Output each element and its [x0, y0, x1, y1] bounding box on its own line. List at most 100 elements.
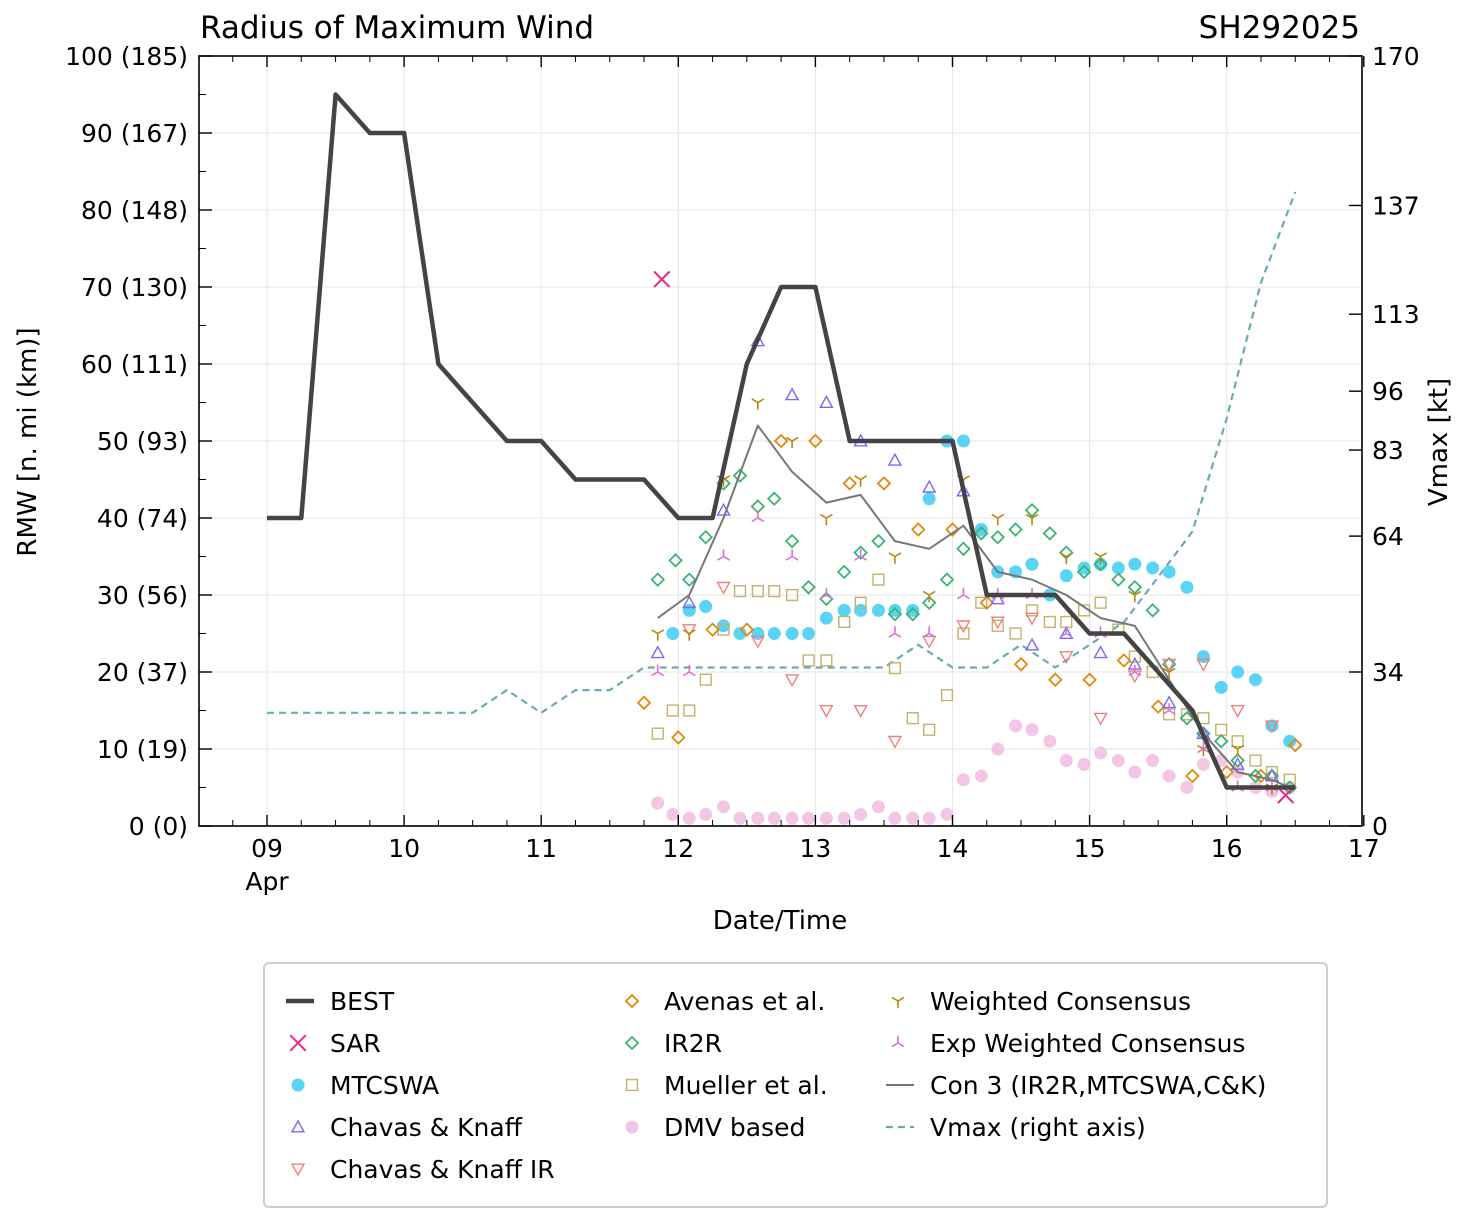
mtcswa-point [785, 627, 799, 640]
y-tick-label: 60 (111) [81, 350, 188, 379]
mtcswa-point [733, 627, 747, 640]
ir2r-point [1179, 710, 1195, 726]
mueller-et-al-point [785, 588, 799, 602]
x-tick-label: 11 [525, 834, 557, 863]
mtcswa-point [888, 603, 902, 617]
chavas-knaff-point [1059, 626, 1074, 639]
dmv-based-point [888, 811, 902, 825]
avenas-et-al-point [876, 476, 892, 491]
mueller-et-al-point [820, 654, 833, 667]
mueller-et-al-point [1215, 723, 1228, 736]
weighted-consensus-point [651, 629, 665, 641]
ir2r-point [1024, 503, 1040, 518]
ir2r-point [1145, 603, 1160, 618]
avenas-et-al-point [705, 622, 720, 637]
dmv-based-point [1180, 781, 1194, 794]
x-tick-label: 15 [1074, 834, 1106, 863]
mtcswa-point [1214, 680, 1228, 694]
weighted-consensus-point [922, 590, 936, 603]
avenas-et-al-point [1116, 653, 1132, 668]
weighted-consensus-point [1059, 552, 1073, 564]
avenas-et-al-point [773, 433, 789, 449]
legend-sar-label: SAR [330, 1029, 381, 1058]
legend-chavas-knaff-ir-swatch [290, 1163, 306, 1177]
mueller-et-al-point [802, 654, 815, 667]
best-line [267, 92, 1296, 790]
mtcswa-point [1025, 557, 1039, 571]
chavas-knaff-ir-point [853, 705, 868, 718]
x-tick-sublabel: Apr [245, 867, 289, 896]
weighted-consensus-point [1025, 513, 1039, 526]
con-3-ir2r-mtcswa-c-k-line [657, 424, 1291, 789]
chavas-knaff-ir-point [1059, 651, 1074, 665]
mueller-et-al-point [1231, 735, 1244, 748]
chavas-knaff-point [650, 645, 665, 659]
x-tick-label: 09 [251, 834, 283, 863]
y-right-tick-label: 170 [1372, 42, 1420, 71]
legend-exp-weighted-consensus-label: Exp Weighted Consensus [930, 1029, 1245, 1058]
mueller-et-al-point [940, 689, 954, 702]
chavas-knaff-ir-point [990, 616, 1005, 630]
chavas-knaff-ir-point [1230, 705, 1245, 718]
dmv-based-point [854, 807, 868, 821]
mtcswa-point [1265, 719, 1279, 733]
y-tick-label: 30 (56) [97, 581, 188, 610]
dmv-based-point [819, 811, 833, 825]
ir2r-point [1008, 522, 1023, 537]
ir2r-point [921, 595, 937, 610]
avenas-et-al-point [1048, 672, 1063, 687]
ir2r-point [1230, 753, 1245, 768]
avenas-et-al-point [979, 595, 995, 610]
x-tick-label: 13 [799, 834, 831, 863]
ir2r-point [853, 545, 868, 560]
exp-weighted-consensus-point [651, 664, 665, 677]
mtcswa-point [717, 619, 731, 633]
exp-weighted-consensus-point [888, 626, 902, 638]
y-tick-label: 50 (93) [97, 427, 188, 456]
dmv-based-point [1025, 723, 1039, 737]
avenas-et-al-point [1253, 768, 1269, 784]
legend-mueller-et-al-swatch [625, 1078, 639, 1092]
y-right-tick-label: 113 [1372, 300, 1420, 329]
dmv-based-point [1162, 769, 1176, 783]
mueller-et-al-point [854, 596, 867, 609]
weighted-consensus-point [751, 398, 765, 410]
mtcswa-point [1180, 580, 1194, 594]
x-tick-label: 16 [1211, 834, 1243, 863]
chavas-knaff-point [887, 452, 903, 466]
chavas-knaff-ir-point [1024, 612, 1040, 626]
legend-sar-swatch [289, 1034, 307, 1052]
y-tick-label: 90 (167) [81, 119, 188, 148]
dmv-based-point [802, 811, 816, 825]
avenas-et-al-point [739, 622, 755, 637]
legend-ir2r-swatch [624, 1035, 640, 1051]
y-right-tick-label: 137 [1372, 191, 1420, 220]
dmv-based-point [974, 769, 988, 783]
chart-title: Radius of Maximum Wind [200, 10, 594, 46]
chavas-knaff-ir-point [922, 635, 937, 649]
x-tick-label: 17 [1348, 834, 1380, 863]
mueller-et-al-point [751, 585, 764, 598]
ir2r-point [650, 572, 666, 587]
chavas-knaff-point [750, 333, 766, 347]
avenas-et-al-point [636, 695, 652, 711]
y-right-tick-label: 34 [1372, 658, 1404, 687]
legend-avenas-et-al-label: Avenas et al. [664, 987, 825, 1016]
legend-mueller-et-al-label: Mueller et al. [664, 1071, 828, 1100]
mtcswa-point [1111, 561, 1125, 575]
exp-weighted-consensus-point [819, 587, 833, 600]
mueller-et-al-point [872, 573, 885, 586]
chavas-knaff-ir-point [750, 635, 766, 649]
mueller-et-al-point [1043, 615, 1056, 629]
y-axis-right-label: Vmax [kt] [1424, 378, 1454, 506]
ir2r-point [668, 553, 683, 568]
weighted-consensus-point [1094, 552, 1107, 564]
sar-point [1277, 786, 1295, 804]
mtcswa-point [1128, 557, 1142, 571]
legend-best-label: BEST [330, 987, 395, 1016]
dmv-based-point [717, 800, 731, 814]
mueller-et-al-point [957, 627, 970, 640]
mtcswa-point [871, 603, 885, 617]
x-axis-label: Date/Time [713, 906, 848, 936]
dmv-based-point [682, 811, 696, 825]
